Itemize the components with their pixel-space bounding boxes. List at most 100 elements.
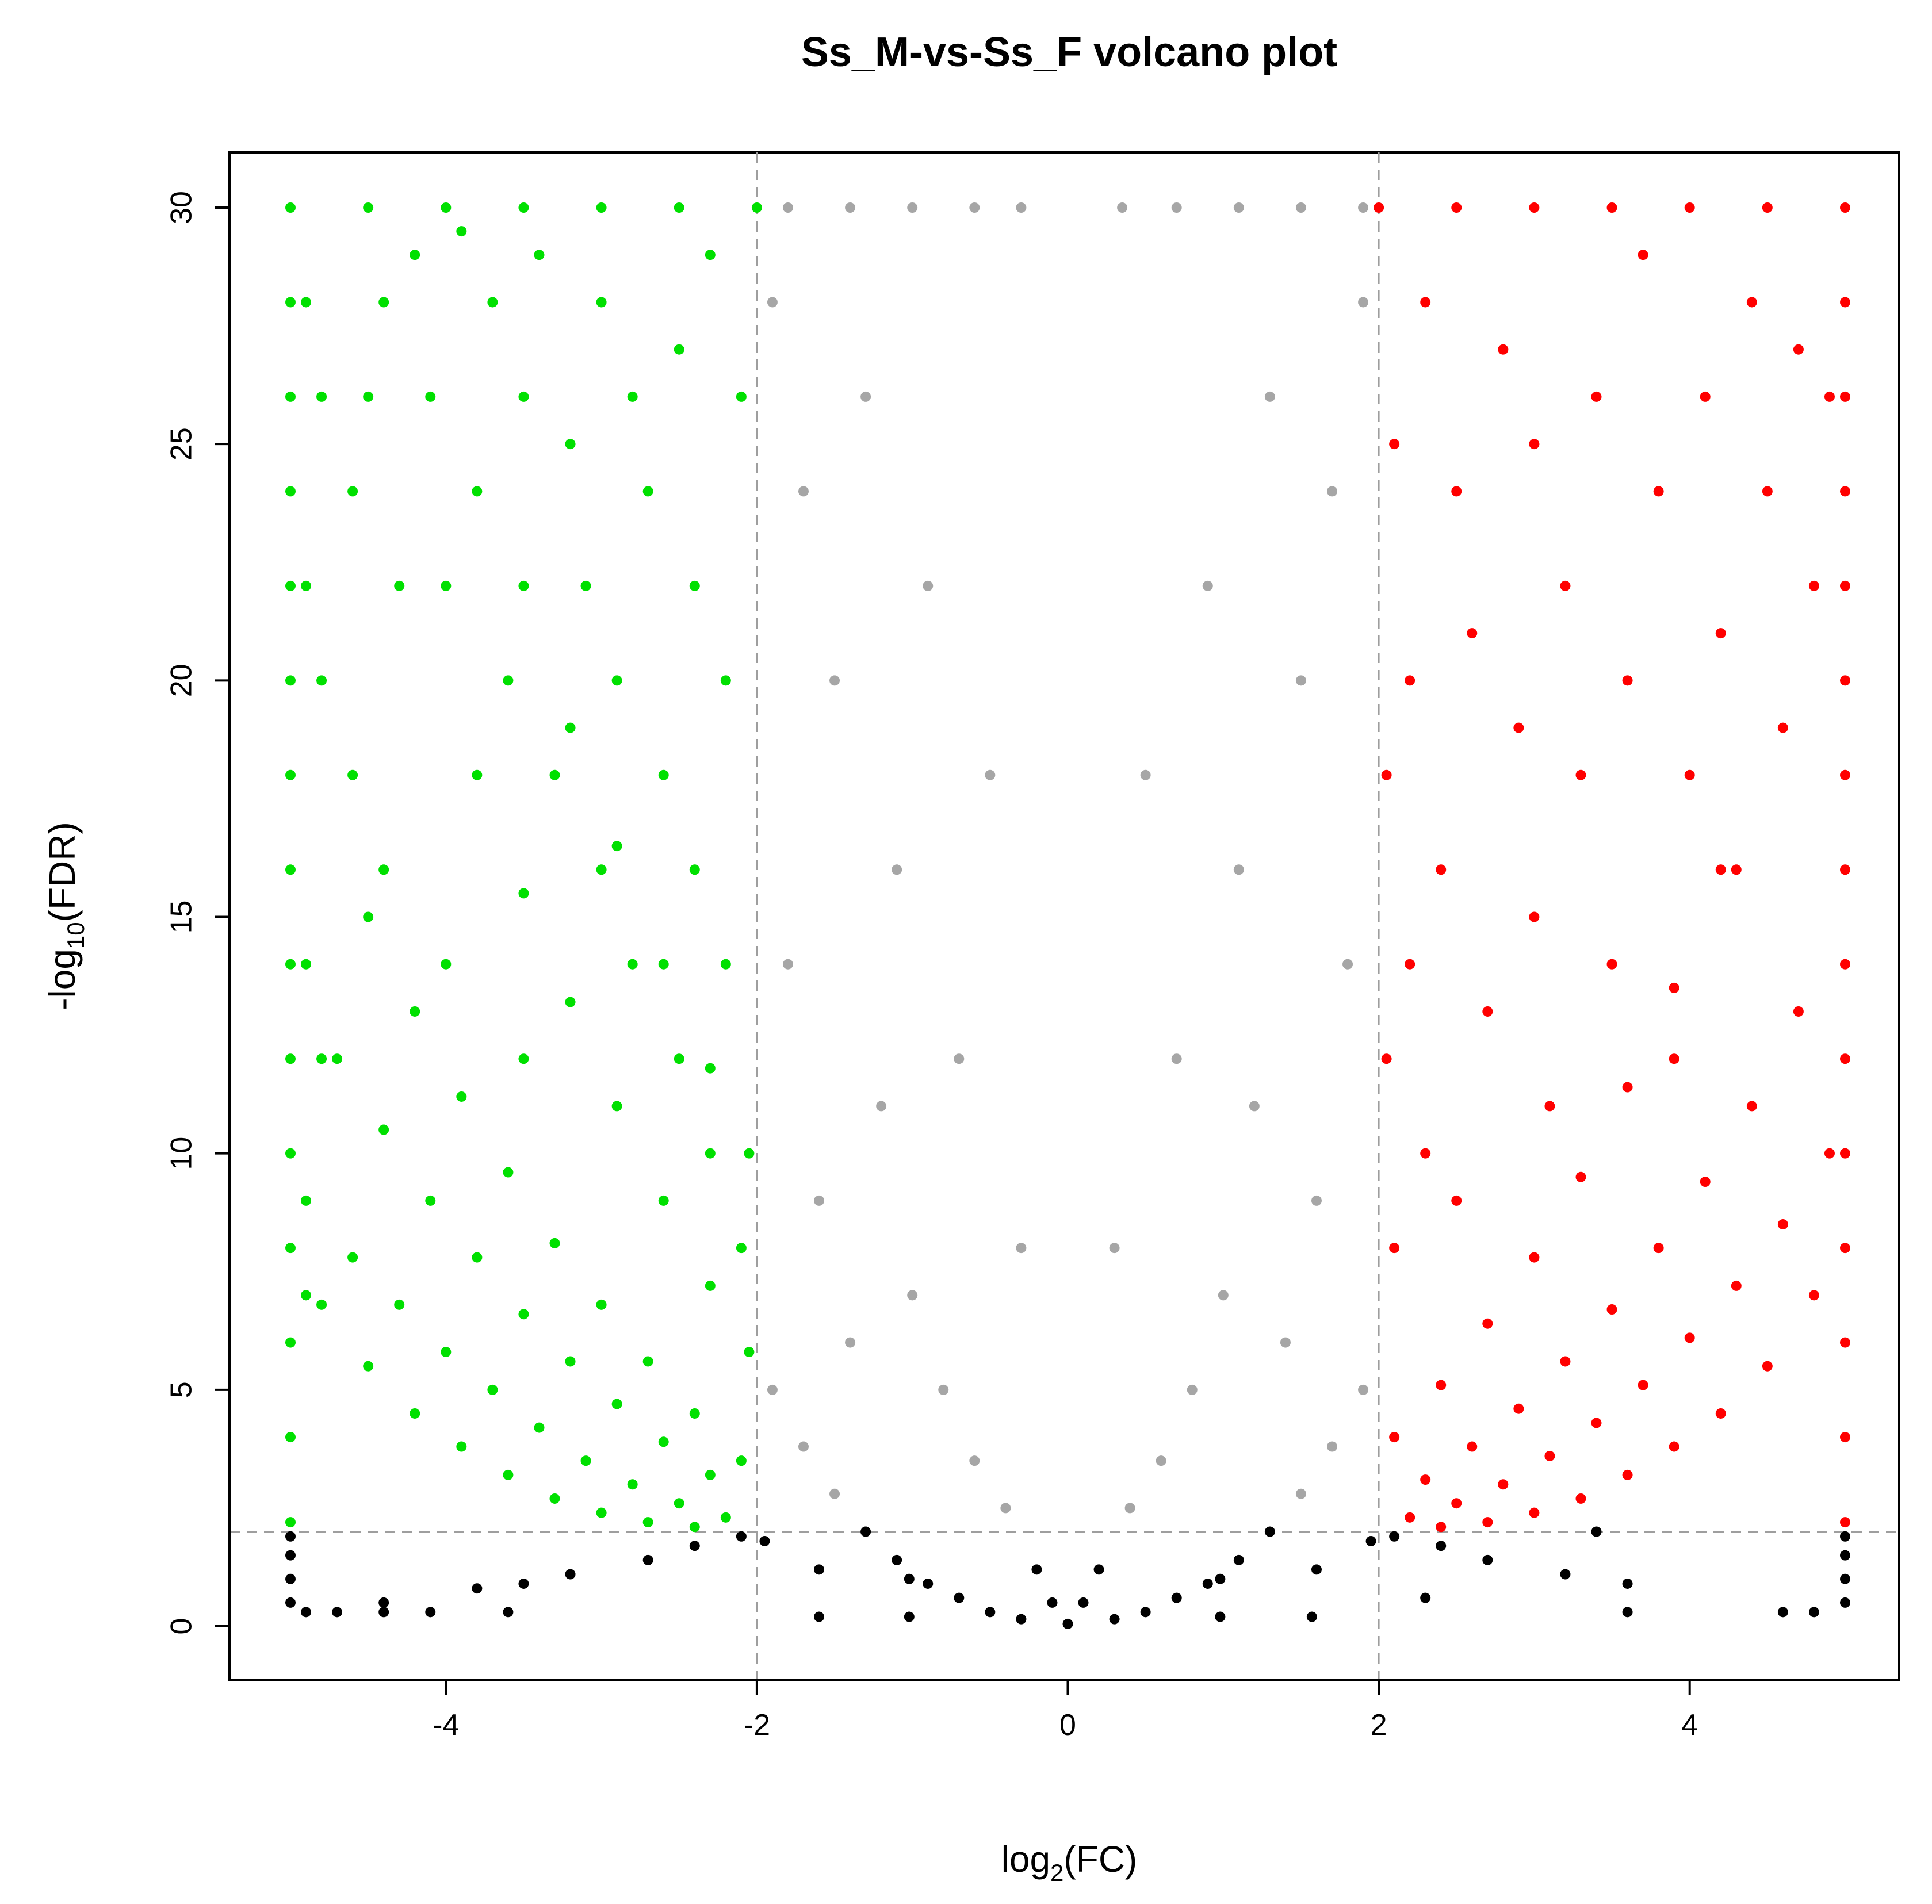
- down-point: [751, 202, 762, 213]
- up-point: [1381, 769, 1392, 780]
- down-point: [503, 1469, 514, 1480]
- down-point: [518, 1053, 529, 1064]
- nonsignificant-point: [1295, 675, 1306, 686]
- nonsignificant-point: [1109, 1243, 1120, 1254]
- nonsignificant-point: [923, 1578, 934, 1589]
- down-point: [456, 1441, 467, 1452]
- down-point: [487, 1384, 498, 1395]
- up-point: [1840, 297, 1850, 308]
- down-point: [441, 1347, 452, 1358]
- nonsignificant-point: [954, 1592, 965, 1603]
- up-point: [1436, 1522, 1447, 1533]
- down-point: [285, 202, 296, 213]
- down-point: [316, 1299, 327, 1310]
- up-point: [1622, 1469, 1633, 1480]
- nonsignificant-point: [285, 1550, 296, 1561]
- nonsignificant-point: [829, 675, 840, 686]
- down-point: [642, 1356, 653, 1367]
- nonsignificant-point: [1117, 202, 1128, 213]
- x-tick-label: -2: [744, 1708, 770, 1742]
- up-point: [1451, 202, 1462, 213]
- up-point: [1840, 391, 1850, 402]
- nonsignificant-point: [969, 1455, 980, 1466]
- nonsignificant-point: [642, 1554, 653, 1565]
- nonsignificant-point: [923, 580, 934, 591]
- down-point: [534, 1422, 545, 1433]
- up-point: [1669, 1441, 1679, 1452]
- down-point: [301, 1195, 312, 1206]
- up-point: [1824, 391, 1835, 402]
- down-point: [744, 1347, 755, 1358]
- down-point: [720, 675, 731, 686]
- down-point: [596, 202, 607, 213]
- nonsignificant-point: [1327, 1441, 1338, 1452]
- down-point: [565, 1356, 576, 1367]
- up-point: [1389, 439, 1400, 450]
- down-point: [736, 1455, 747, 1466]
- nonsignificant-point: [472, 1583, 483, 1594]
- nonsignificant-point: [1233, 202, 1244, 213]
- up-point: [1824, 1148, 1835, 1159]
- up-point: [1560, 580, 1571, 591]
- down-point: [658, 769, 669, 780]
- nonsignificant-point: [332, 1607, 343, 1618]
- x-axis: -4 -2 0 2 4: [433, 1679, 1698, 1742]
- down-point: [596, 1507, 607, 1518]
- y-tick-label: 0: [165, 1618, 198, 1635]
- up-point: [1715, 628, 1726, 639]
- down-point: [301, 297, 312, 308]
- nonsignificant-point: [829, 1488, 840, 1499]
- up-point: [1482, 1517, 1493, 1528]
- nonsignificant-point: [1140, 769, 1151, 780]
- nonsignificant-point: [969, 202, 980, 213]
- nonsignificant-point: [425, 1607, 436, 1618]
- nonsignificant-point: [1280, 1337, 1291, 1348]
- down-point: [285, 580, 296, 591]
- up-point: [1498, 1479, 1509, 1490]
- nonsignificant-point: [1358, 297, 1369, 308]
- down-point: [720, 1512, 731, 1523]
- down-point: [316, 675, 327, 686]
- down-point: [394, 580, 405, 591]
- up-point: [1840, 675, 1850, 686]
- down-point: [285, 1432, 296, 1443]
- up-point: [1622, 675, 1633, 686]
- nonsignificant-point: [1031, 1564, 1042, 1575]
- down-point: [658, 1195, 669, 1206]
- down-point: [705, 1280, 716, 1291]
- up-point: [1513, 722, 1524, 733]
- down-point: [285, 1243, 296, 1254]
- y-tick-label: 25: [165, 427, 198, 461]
- up-point: [1777, 1219, 1788, 1230]
- down-point: [674, 1053, 684, 1064]
- nonsignificant-point: [1062, 1618, 1073, 1629]
- nonsignificant-point: [1171, 202, 1182, 213]
- up-point: [1684, 202, 1695, 213]
- down-point: [705, 250, 716, 260]
- up-point: [1762, 202, 1773, 213]
- up-point: [1808, 1290, 1819, 1301]
- up-point: [1622, 1082, 1633, 1093]
- x-axis-label: log2(FC): [1001, 1838, 1138, 1886]
- nonsignificant-point: [767, 1384, 778, 1395]
- up-point: [1669, 982, 1679, 993]
- up-point: [1575, 1171, 1586, 1182]
- down-point: [441, 959, 452, 970]
- x-tick-label: 0: [1059, 1708, 1076, 1742]
- nonsignificant-point: [1295, 202, 1306, 213]
- nonsignificant-point: [1777, 1607, 1788, 1618]
- up-point: [1482, 1006, 1493, 1017]
- nonsignificant-point: [1840, 1531, 1850, 1542]
- nonsignificant-point: [1171, 1592, 1182, 1603]
- nonsignificant-point: [845, 202, 856, 213]
- nonsignificant-point: [954, 1053, 965, 1064]
- y-axis: 0 5 10 15 20 25 30: [165, 191, 231, 1635]
- nonsignificant-point: [860, 391, 871, 402]
- nonsignificant-point: [1808, 1607, 1819, 1618]
- nonsignificant-point: [985, 769, 996, 780]
- up-point: [1684, 1332, 1695, 1343]
- up-point: [1529, 911, 1540, 922]
- x-tick-label: 4: [1681, 1708, 1698, 1742]
- up-point: [1638, 250, 1648, 260]
